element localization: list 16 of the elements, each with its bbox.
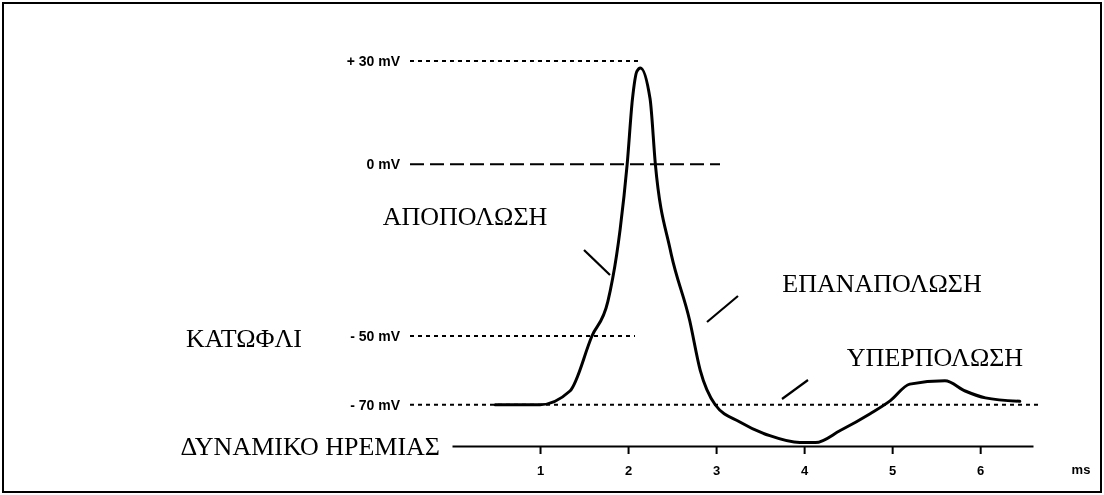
x-tick-label: 3 <box>712 463 721 479</box>
y-tick-label: + 30 mV <box>346 53 401 69</box>
x-tick-label: 5 <box>889 463 897 479</box>
annotation: ΑΠΟΠΟΛΩΣΗ <box>382 202 548 231</box>
y-tick-label: 0 mV <box>366 156 401 173</box>
x-tick-label: 6 <box>977 463 985 479</box>
x-axis-title: ms <box>1071 462 1091 477</box>
x-tick-label: 1 <box>536 463 545 479</box>
x-tick-label: 2 <box>624 463 633 479</box>
annotation: ΥΠΕΡΠΟΛΩΣΗ <box>846 343 1024 372</box>
y-tick-label: - 50 mV <box>350 328 401 344</box>
annotation: ΕΠΑΝΑΠΟΛΩΣΗ <box>782 269 982 298</box>
text: ΚΑΤΩΦΛΙ <box>186 324 302 353</box>
y-tick-label: - 70 mV <box>350 396 401 413</box>
text: ΔΥΝΑΜΙΚΟ ΗΡΕΜΙΑΣ <box>180 432 440 461</box>
x-tick-label: 4 <box>801 463 809 479</box>
